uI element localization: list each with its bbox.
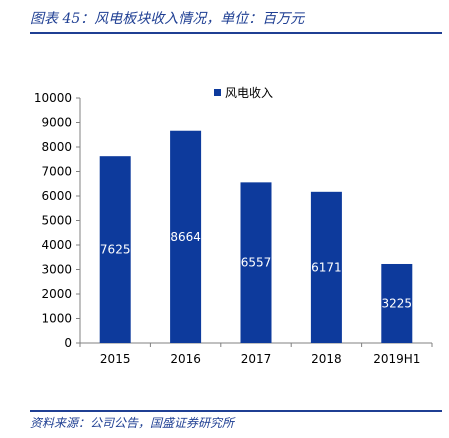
data-label-2017: 6557: [241, 256, 272, 270]
y-tick-label: 9000: [41, 116, 72, 130]
y-tick-label: 3000: [41, 263, 72, 277]
bar-2018: [310, 191, 342, 343]
y-tick-label: 1000: [41, 312, 72, 326]
chart-legend: 风电收入: [214, 86, 273, 100]
bar-2015: [99, 156, 131, 343]
x-tick-label: 2019H1: [373, 352, 420, 366]
legend-swatch: [214, 89, 221, 96]
footer-rule: [30, 410, 442, 412]
y-tick-label: 7000: [41, 165, 72, 179]
legend-label: 风电收入: [225, 86, 273, 100]
chart-data-labels: 7625 8664 6557 6171 3225: [100, 230, 412, 311]
chart-bars: [99, 130, 413, 343]
source-note: 资料来源：公司公告，国盛证券研究所: [30, 416, 235, 430]
x-tick-label: 2016: [170, 352, 201, 366]
y-tick-label: 4000: [41, 238, 72, 252]
bar-2019H1: [381, 263, 413, 343]
x-tick-label: 2018: [311, 352, 342, 366]
bar-2016: [170, 130, 202, 343]
chart-title: 图表 45：风电板块收入情况，单位：百万元: [30, 11, 305, 27]
y-tick-label: 10000: [34, 91, 72, 105]
data-label-2018: 6171: [311, 260, 342, 274]
data-label-2019H1: 3225: [382, 296, 413, 310]
y-tick-label: 8000: [41, 140, 72, 154]
bar-2017: [240, 182, 272, 343]
y-tick-label: 6000: [41, 189, 72, 203]
y-tick-label: 0: [64, 336, 72, 350]
chart-axes: 0 1000 2000 3000 4000 5000 6000 7000 8000 9000 100…: [34, 91, 433, 366]
data-label-2016: 8664: [170, 230, 201, 244]
y-tick-label: 2000: [41, 287, 72, 301]
title-rule: [30, 32, 442, 34]
data-label-2015: 7625: [100, 243, 131, 257]
x-tick-label: 2017: [241, 352, 272, 366]
x-tick-label: 2015: [100, 352, 131, 366]
y-tick-label: 5000: [41, 214, 72, 228]
